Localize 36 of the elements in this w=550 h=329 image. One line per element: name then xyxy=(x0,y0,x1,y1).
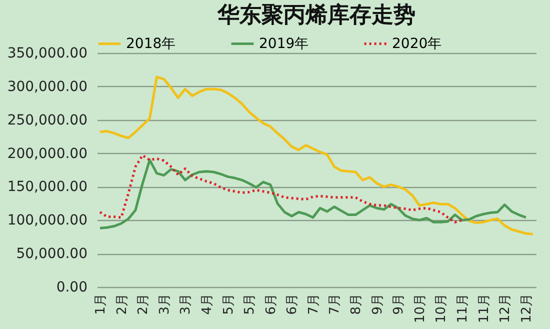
y-tick-label: 300,000.00 xyxy=(7,78,88,95)
x-tick-label: 3月 xyxy=(178,294,194,315)
legend-label: 2019年 xyxy=(259,36,309,52)
y-tick-label: 0.00 xyxy=(56,280,88,296)
line-series xyxy=(98,158,528,230)
x-tick-label: 2月 xyxy=(136,294,152,315)
y-tick-label: 150,000.00 xyxy=(7,179,88,196)
legend-label: 2018年 xyxy=(126,36,176,52)
x-tick-label: 1月 xyxy=(94,294,108,315)
x-tick-label: 6月 xyxy=(285,294,300,315)
x-tick-label: 10月 xyxy=(412,294,428,324)
x-tick-label: 8月 xyxy=(349,294,364,315)
x-tick-label: 9月 xyxy=(392,294,407,315)
x-tick-label: 5月 xyxy=(242,294,258,315)
x-tick-label: 2月 xyxy=(114,294,130,315)
x-tick-label: 9月 xyxy=(370,294,386,315)
legend-label: 2020年 xyxy=(392,36,442,52)
y-tick-label: 200,000.00 xyxy=(7,146,88,162)
x-tick-label: 10月 xyxy=(434,294,450,324)
x-tick-label: 4月 xyxy=(200,294,215,315)
x-tick-label: 11月 xyxy=(456,294,471,324)
x-tick-label: 12月 xyxy=(519,294,534,324)
y-tick-label: 50,000.00 xyxy=(16,246,88,262)
y-tick-label: 100,000.00 xyxy=(7,212,88,229)
x-tick-label: 7月 xyxy=(306,294,322,315)
x-tick-label: 6月 xyxy=(264,294,279,315)
x-tick-label: 7月 xyxy=(328,294,343,315)
x-tick-label: 5月 xyxy=(221,294,236,315)
x-tick-label: 12月 xyxy=(498,294,514,324)
line-series xyxy=(98,76,534,236)
x-tick-label: 3月 xyxy=(157,294,172,315)
line-series xyxy=(98,154,464,224)
y-tick-label: 250,000.00 xyxy=(7,112,88,128)
x-tick-label: 11月 xyxy=(476,294,492,324)
y-tick-label: 350,000.00 xyxy=(7,46,88,62)
chart-title: 华东聚丙烯库存走势 xyxy=(216,2,416,28)
